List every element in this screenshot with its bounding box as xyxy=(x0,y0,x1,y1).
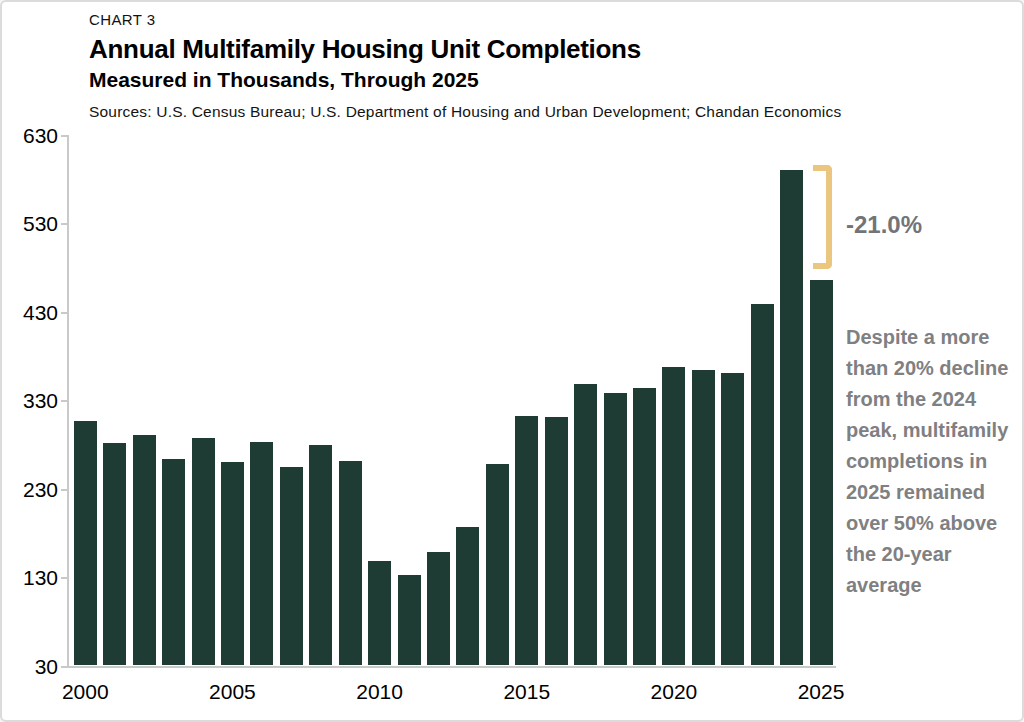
bar-2022 xyxy=(721,373,744,665)
x-axis-tick-label: 2020 xyxy=(634,680,714,704)
bar-2008 xyxy=(309,445,332,665)
bar-2000 xyxy=(74,421,97,665)
y-axis-tick xyxy=(61,400,68,402)
bar-2004 xyxy=(192,438,215,665)
percent-change-label: -21.0% xyxy=(846,211,922,239)
y-axis-tick-label: 430 xyxy=(6,302,58,323)
bar-2017 xyxy=(574,384,597,665)
bar-2023 xyxy=(751,304,774,666)
chart-annotation-text: Despite a more than 20% decline from the… xyxy=(846,322,1024,601)
x-axis-tick-label: 2005 xyxy=(192,680,272,704)
bar-2010 xyxy=(368,561,391,665)
x-axis-tick-label: 2025 xyxy=(781,680,861,704)
y-axis-tick xyxy=(61,135,68,137)
x-axis-tick-label: 2000 xyxy=(45,680,125,704)
x-axis-line xyxy=(62,666,836,668)
bar-2002 xyxy=(133,435,156,665)
y-axis-tick-label: 630 xyxy=(6,125,58,146)
screenshot: CHART 3 Annual Multifamily Housing Unit … xyxy=(0,0,1024,722)
bar-2013 xyxy=(456,527,479,666)
bar-2007 xyxy=(280,467,303,665)
bar-2016 xyxy=(545,417,568,666)
bar-2006 xyxy=(250,442,273,666)
bar-2001 xyxy=(103,443,126,665)
x-axis-tick-label: 2015 xyxy=(487,680,567,704)
bar-2024 xyxy=(780,170,803,666)
y-axis-tick xyxy=(61,577,68,579)
y-axis-tick-label: 130 xyxy=(6,567,58,588)
bar-2019 xyxy=(633,388,656,665)
bar-2015 xyxy=(515,416,538,666)
bar-2012 xyxy=(427,552,450,665)
comparison-bracket xyxy=(813,165,832,269)
bar-2020 xyxy=(662,367,685,665)
bar-2003 xyxy=(162,459,185,665)
y-axis-tick-label: 30 xyxy=(6,656,58,677)
bar-2025 xyxy=(810,280,833,666)
bar-2021 xyxy=(692,370,715,666)
x-axis-tick-label: 2010 xyxy=(340,680,420,704)
bar-2009 xyxy=(339,461,362,665)
y-axis-tick-label: 330 xyxy=(6,390,58,411)
y-axis-tick-label: 530 xyxy=(6,213,58,234)
y-axis-tick xyxy=(61,312,68,314)
bar-2014 xyxy=(486,464,509,666)
y-axis-tick xyxy=(61,666,68,668)
bar-2005 xyxy=(221,462,244,666)
y-axis-tick xyxy=(61,223,68,225)
y-axis-tick xyxy=(61,489,68,491)
chart-card: CHART 3 Annual Multifamily Housing Unit … xyxy=(0,0,1024,722)
bar-2011 xyxy=(398,575,421,665)
bar-2018 xyxy=(604,393,627,666)
y-axis-tick-label: 230 xyxy=(6,479,58,500)
